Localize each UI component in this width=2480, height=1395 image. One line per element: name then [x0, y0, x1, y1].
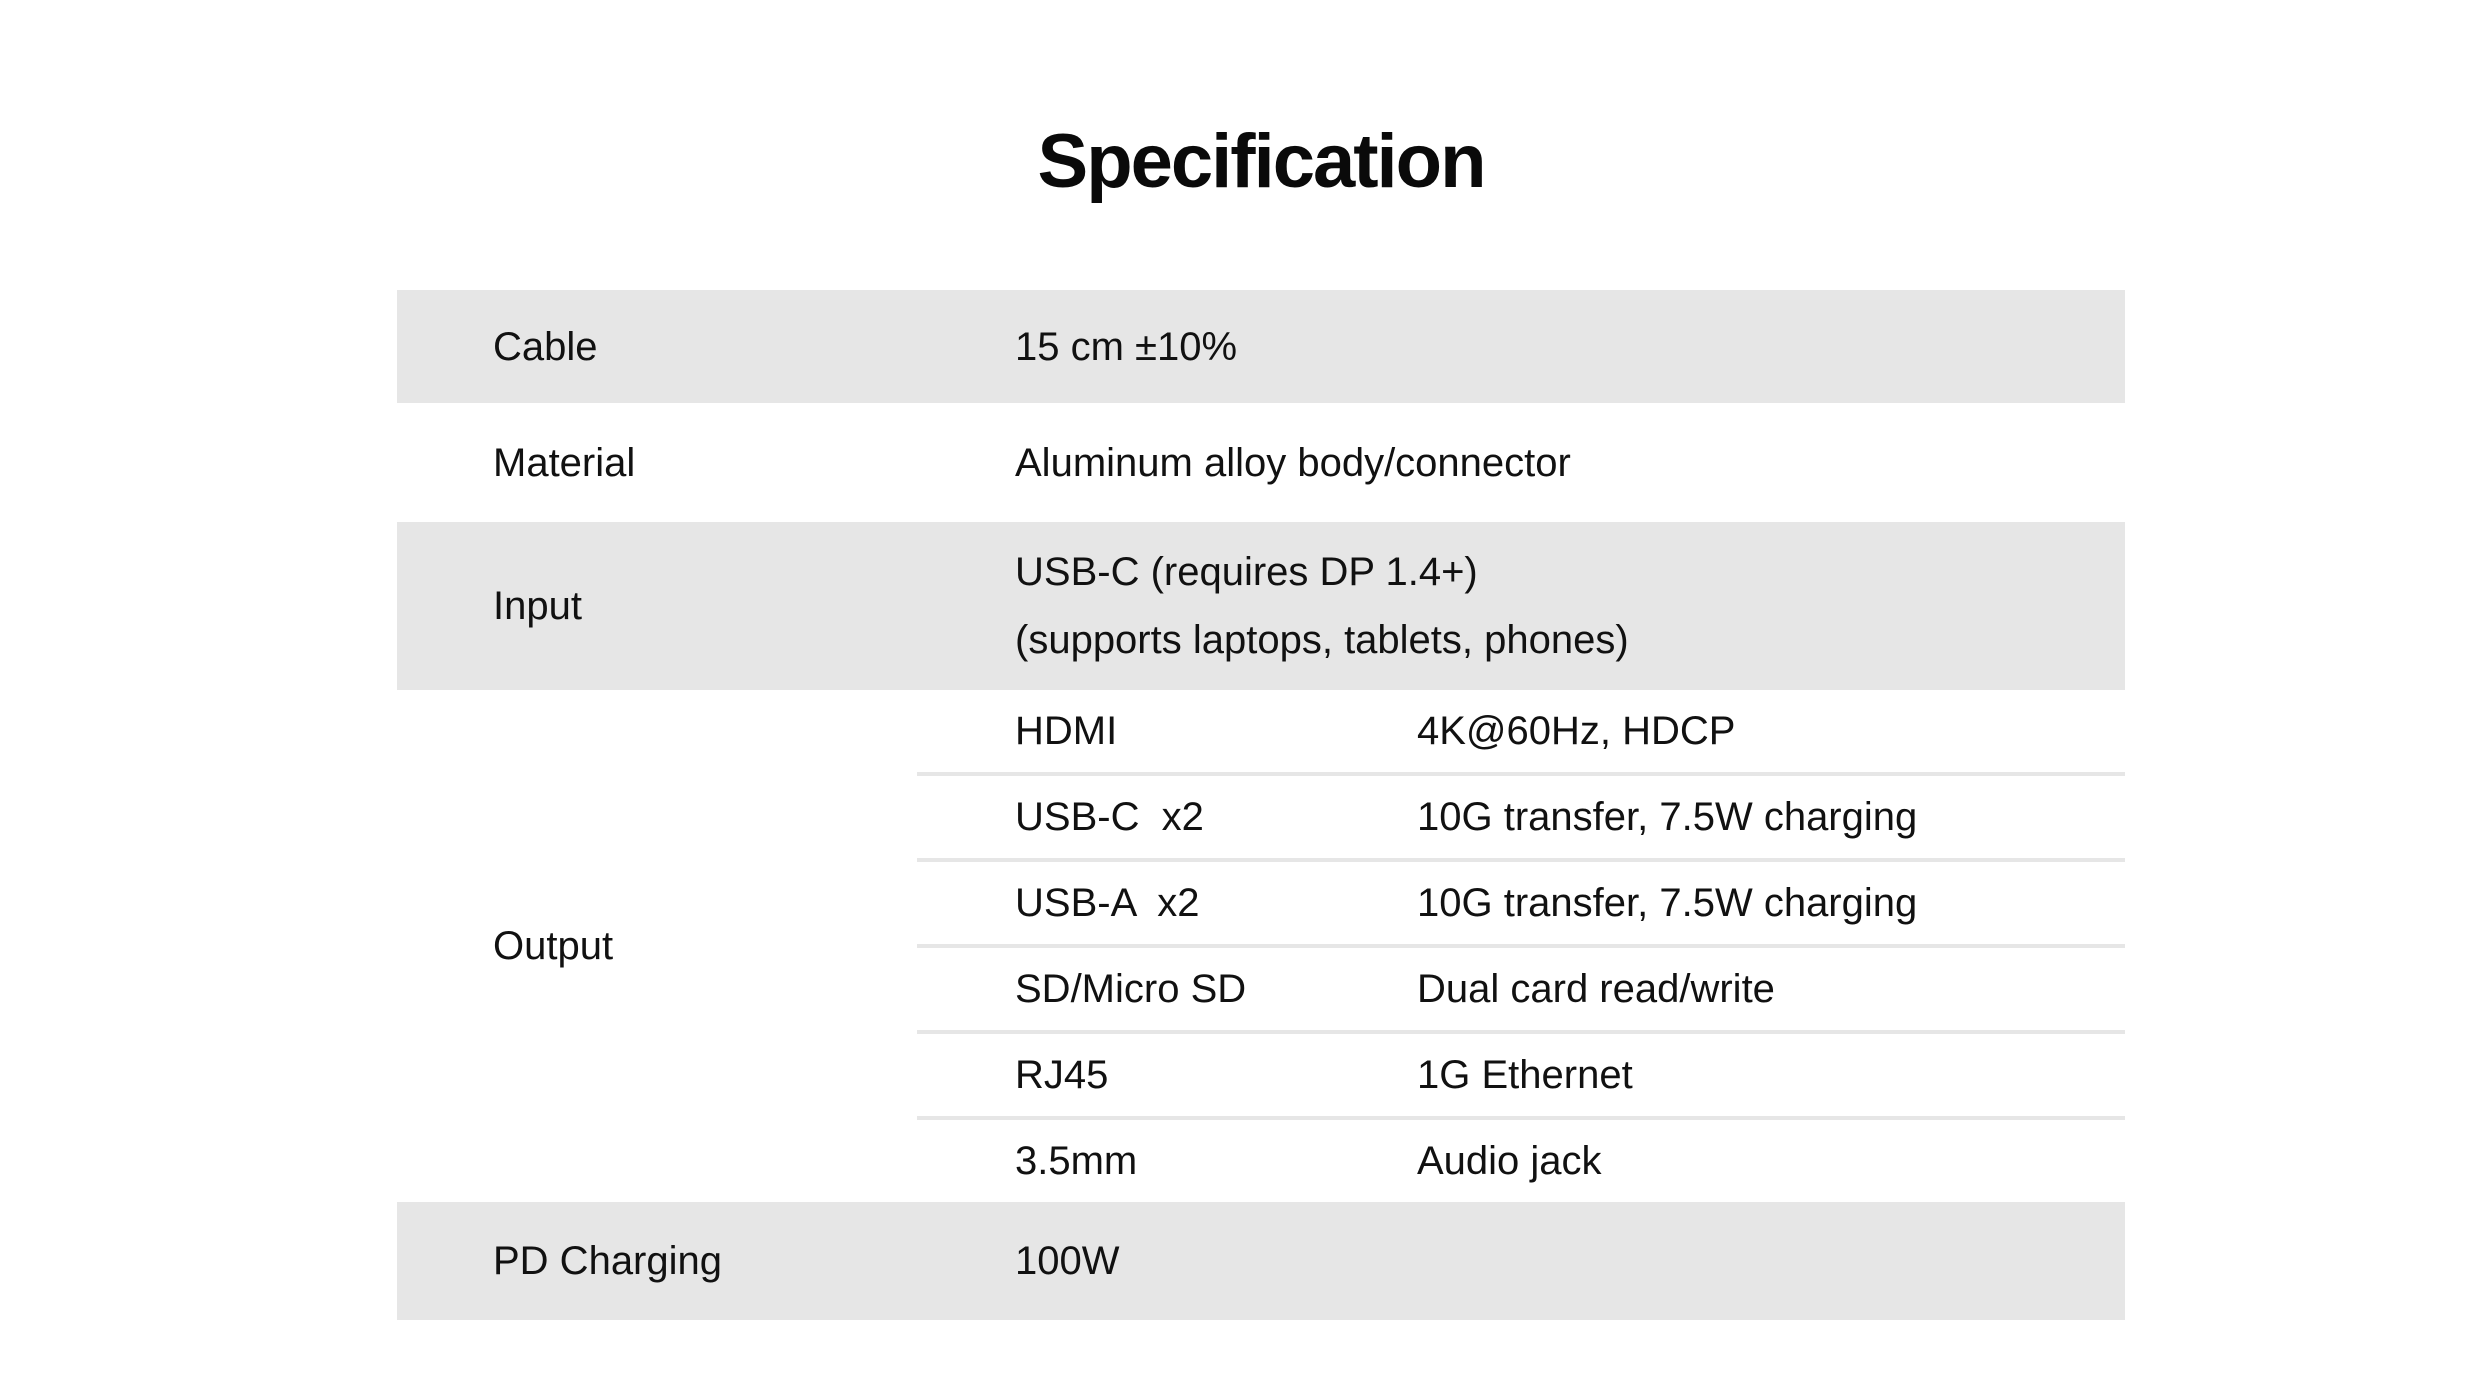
input-value-line-1: USB-C (requires DP 1.4+) [1015, 550, 1478, 594]
row-value: 15 cm ±10% [1015, 324, 1238, 369]
subrow-port-detail: Dual card read/write [1417, 967, 1775, 1011]
subrow-port-name: SD/Micro SD [1015, 967, 1247, 1011]
row-label: Input [493, 584, 582, 628]
subrow-port-name: 3.5mm [1015, 1139, 1138, 1183]
specification-table: Cable 15 cm ±10% Material Aluminum alloy… [397, 290, 2125, 1320]
subrow-port-detail: 10G transfer, 7.5W charging [1417, 795, 1918, 839]
spec-row-input: Input USB-C (requires DP 1.4+) (supports… [397, 522, 2125, 690]
output-subtable: HDMI 4K@60Hz, HDCP USB-C x2 10G transfer… [917, 690, 2125, 1202]
subrow-port-name: USB-A x2 [1015, 881, 1200, 925]
spec-row-output: Output HDMI 4K@60Hz, HDCP USB-C x2 10G t… [397, 690, 2125, 1202]
row-label: Output [397, 690, 917, 1202]
row-value: USB-C (requires DP 1.4+) (supports lapto… [1015, 538, 2125, 674]
output-label-text: Output [493, 924, 614, 968]
subrow-port-detail: Audio jack [1417, 1139, 1602, 1183]
output-subrow-usba: USB-A x2 10G transfer, 7.5W charging [917, 862, 2125, 948]
subrow-port-detail: 1G Ethernet [1417, 1053, 1633, 1097]
input-value-line-2: (supports laptops, tablets, phones) [1015, 618, 1629, 662]
output-subrow-hdmi: HDMI 4K@60Hz, HDCP [917, 690, 2125, 776]
spec-row-material: Material Aluminum alloy body/connector [397, 403, 2125, 522]
row-value: Aluminum alloy body/connector [1015, 440, 1571, 485]
row-value: 100W [1015, 1239, 1120, 1283]
subrow-port-name: USB-C x2 [1015, 795, 1204, 839]
subrow-port-name: HDMI [1015, 709, 1118, 753]
output-subrow-sd: SD/Micro SD Dual card read/write [917, 948, 2125, 1034]
spec-row-pd-charging: PD Charging 100W [397, 1202, 2125, 1320]
row-label: Cable [493, 324, 598, 369]
subrow-port-detail: 10G transfer, 7.5W charging [1417, 881, 1918, 925]
output-subrow-rj45: RJ45 1G Ethernet [917, 1034, 2125, 1120]
output-subrow-usbc: USB-C x2 10G transfer, 7.5W charging [917, 776, 2125, 862]
row-label: PD Charging [493, 1239, 723, 1283]
subrow-port-name: RJ45 [1015, 1053, 1109, 1097]
row-label: Material [493, 440, 636, 485]
output-subrow-audio: 3.5mm Audio jack [917, 1120, 2125, 1202]
subrow-port-detail: 4K@60Hz, HDCP [1417, 709, 1736, 753]
spec-row-cable: Cable 15 cm ±10% [397, 290, 2125, 403]
page-title: Specification [1037, 119, 1487, 204]
